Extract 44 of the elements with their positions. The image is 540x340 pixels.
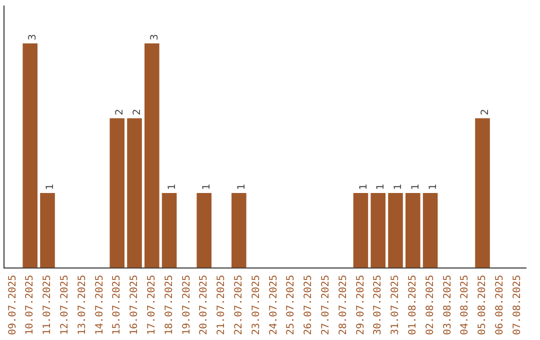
x-tick-label: 29.07.2025: [355, 274, 366, 336]
x-tick-label: 18.07.2025: [164, 274, 175, 336]
x-tick-label: 24.07.2025: [268, 274, 280, 336]
x-tick-label: 31.07.2025: [390, 274, 402, 336]
data-label: 1: [410, 184, 422, 190]
x-tick-label: 06.08.2025: [494, 274, 506, 336]
x-tick-label: 22.07.2025: [233, 274, 244, 336]
data-label: 1: [428, 184, 439, 190]
x-tick-label: 07.08.2025: [512, 274, 523, 336]
x-tick-label: 05.08.2025: [477, 274, 488, 336]
x-tick-label: 26.07.2025: [303, 274, 314, 336]
x-tick-label: 20.07.2025: [198, 274, 210, 336]
x-tick-label: 13.07.2025: [76, 274, 88, 336]
x-tick-label: 17.07.2025: [146, 274, 158, 336]
x-tick-label: 27.07.2025: [320, 274, 332, 336]
x-tick-label: 16.07.2025: [129, 274, 140, 336]
x-tick-label: 01.08.2025: [407, 274, 418, 336]
data-label: 1: [166, 184, 178, 190]
x-tick-label: 23.07.2025: [250, 274, 262, 336]
x-tick-label: 28.07.2025: [338, 274, 349, 336]
x-tick-label: 12.07.2025: [59, 274, 70, 336]
data-label: 1: [376, 184, 387, 190]
x-tick-label: 14.07.2025: [94, 274, 106, 336]
data-label: 3: [28, 34, 39, 40]
x-tick-label: 15.07.2025: [112, 274, 123, 336]
data-label: 1: [236, 184, 248, 190]
data-label: 2: [114, 108, 126, 116]
x-tick-label: 21.07.2025: [216, 274, 228, 336]
x-tick-label: 03.08.2025: [442, 274, 454, 336]
data-label: 1: [393, 184, 404, 190]
x-tick-label: 09.07.2025: [7, 274, 18, 336]
data-label: 1: [202, 184, 213, 190]
x-tick-label: 19.07.2025: [181, 274, 192, 336]
x-tick-label: 02.08.2025: [424, 274, 436, 336]
data-label: 3: [149, 34, 160, 40]
x-tick-label: 25.07.2025: [286, 274, 297, 336]
x-tick-label: 10.07.2025: [24, 274, 36, 336]
x-tick-label: 11.07.2025: [42, 274, 54, 336]
data-label: 2: [480, 108, 492, 116]
data-label: 2: [132, 108, 144, 116]
data-label: 1: [358, 184, 370, 190]
x-tick-label: 04.08.2025: [460, 274, 471, 336]
x-tick-label: 30.07.2025: [372, 274, 384, 336]
data-label: 1: [45, 184, 56, 190]
